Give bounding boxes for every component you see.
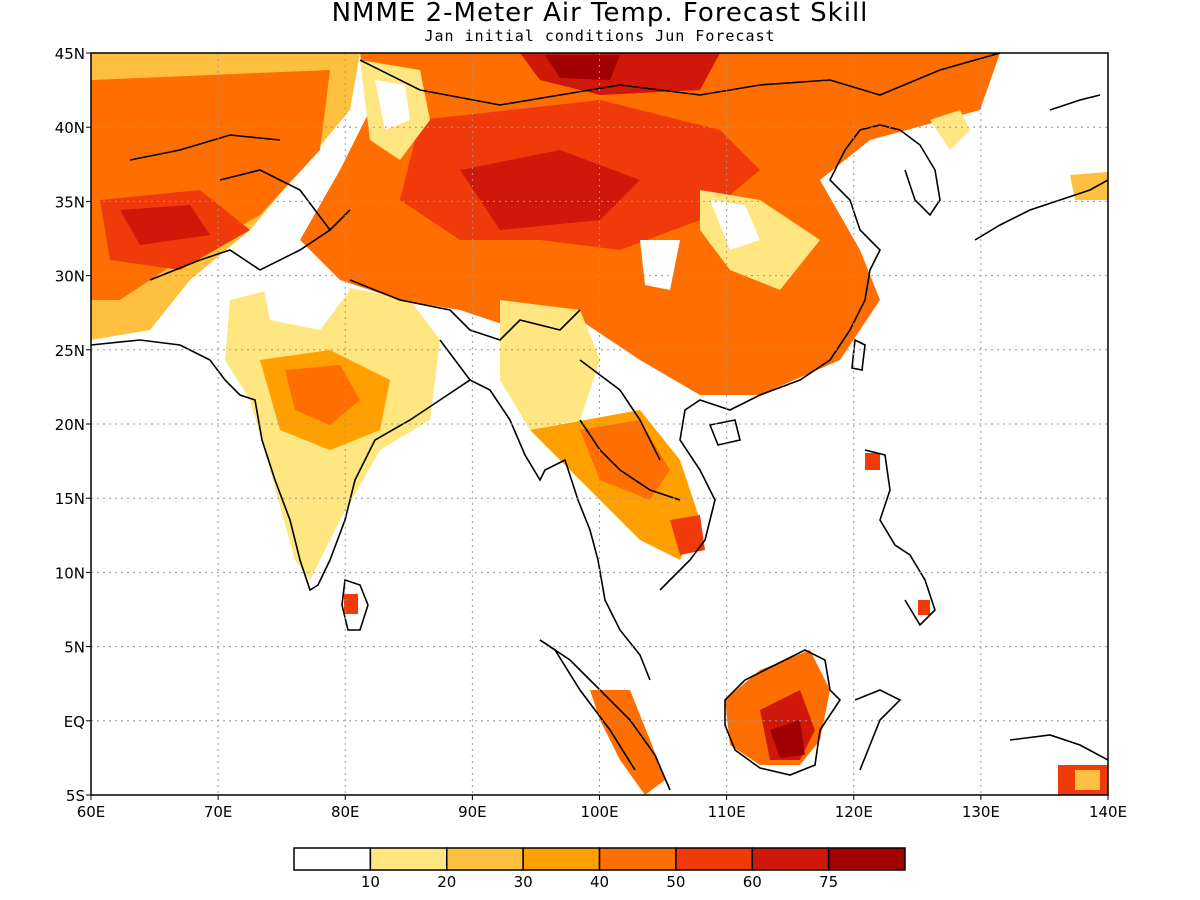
shade-newguinea-light	[1075, 770, 1100, 790]
y-tick-label: 5N	[64, 639, 85, 657]
shade-china-white	[710, 200, 760, 250]
skill-shading	[91, 53, 1108, 795]
x-tick-label: 140E	[1089, 803, 1127, 821]
y-tick-label: 20N	[55, 416, 85, 434]
y-tick-label: 10N	[55, 564, 85, 582]
y-tick-label: 15N	[55, 490, 85, 508]
colorbar-swatch	[751, 847, 830, 871]
shade-china-core	[460, 150, 640, 230]
y-tick-label: 40N	[55, 119, 85, 137]
shade-sumatra	[590, 690, 665, 795]
shade-borneo-dark	[770, 720, 805, 758]
colorbar-label: 20	[437, 873, 456, 891]
colorbar-label: 75	[819, 873, 838, 891]
x-tick-label: 110E	[708, 803, 746, 821]
colorbar-label: 30	[514, 873, 533, 891]
x-tick-label: 80E	[331, 803, 360, 821]
colorbar-swatch	[293, 847, 372, 871]
colorbar-swatch	[827, 847, 906, 871]
y-tick-label: 45N	[55, 45, 85, 63]
x-tick-label: 60E	[77, 803, 106, 821]
colorbar: 10 20 30 40 50 60 75	[293, 847, 906, 891]
colorbar-label: 50	[666, 873, 685, 891]
y-axis-ticks: 5S EQ 5N 10N 15N 20N 25N 30N 35N 40N 45N	[55, 45, 91, 805]
shade-srilanka	[344, 594, 358, 614]
y-tick-label: 30N	[55, 268, 85, 286]
shade-indochina-hot	[580, 420, 670, 500]
colorbar-swatch	[369, 847, 448, 871]
shade-mongolia-dark	[545, 55, 620, 80]
y-tick-label: 35N	[55, 193, 85, 211]
colorbar-swatch	[675, 847, 753, 871]
shade-korea	[930, 110, 970, 150]
shade-philippines	[865, 453, 880, 470]
shade-india-white	[260, 250, 350, 330]
y-tick-label: EQ	[64, 713, 85, 731]
shade-cambodia	[670, 515, 705, 555]
shade-myanmar	[500, 300, 600, 430]
map-subtitle: Jan initial conditions Jun Forecast	[424, 27, 776, 45]
x-axis-ticks: 60E 70E 80E 90E 100E 110E 120E 130E 140E	[77, 795, 1127, 821]
colorbar-swatch	[522, 847, 601, 871]
x-tick-label: 100E	[580, 803, 618, 821]
map-title: NMME 2-Meter Air Temp. Forecast Skill	[331, 0, 869, 28]
colorbar-swatch	[598, 847, 677, 871]
x-tick-label: 120E	[835, 803, 873, 821]
colorbar-swatch	[446, 847, 524, 871]
shade-north-white	[375, 80, 410, 130]
colorbar-label: 10	[361, 873, 380, 891]
shade-india-core	[285, 365, 360, 425]
shade-mindanao	[918, 600, 930, 615]
shade-iran-dark	[120, 205, 210, 245]
x-tick-label: 90E	[458, 803, 487, 821]
grid-lines	[91, 53, 1108, 795]
x-tick-label: 130E	[962, 803, 1000, 821]
x-tick-label: 70E	[204, 803, 233, 821]
coastlines	[91, 53, 1108, 791]
shade-japan	[1070, 172, 1108, 200]
shade-china-white2	[640, 240, 680, 290]
colorbar-label: 60	[743, 873, 762, 891]
y-tick-label: 5S	[66, 787, 85, 805]
y-tick-label: 25N	[55, 342, 85, 360]
colorbar-label: 40	[590, 873, 609, 891]
